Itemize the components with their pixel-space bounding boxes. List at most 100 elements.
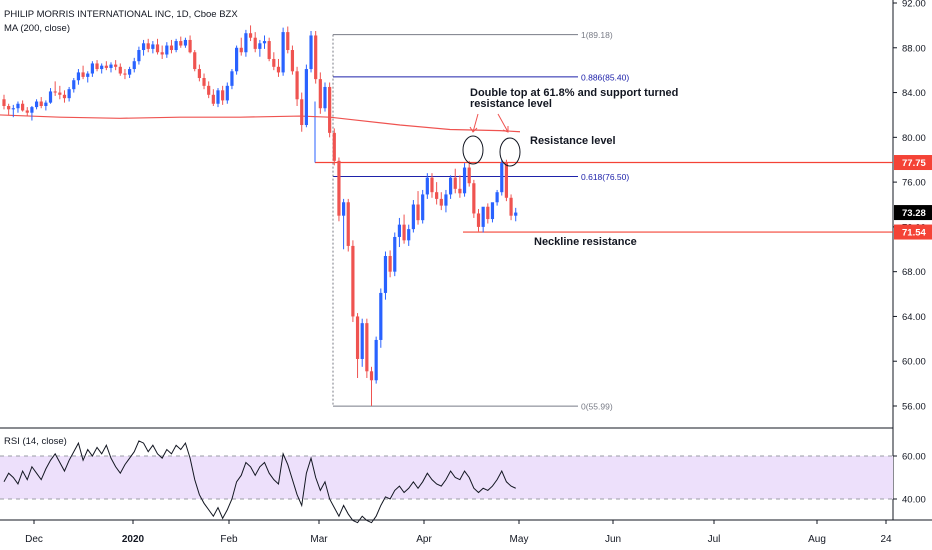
candle-body	[211, 94, 215, 104]
rsi-line	[3, 440, 516, 524]
ma-legend[interactable]: MA (200, close)	[4, 23, 70, 34]
candle-body	[132, 61, 136, 70]
candle-body	[58, 92, 62, 95]
candle-body	[100, 65, 104, 70]
candle-body	[146, 43, 150, 49]
time-tick-label: Apr	[416, 534, 432, 545]
candle-body	[365, 323, 369, 372]
candle-body	[421, 194, 425, 221]
time-tick-label: Feb	[220, 534, 238, 545]
symbol-legend[interactable]: PHILIP MORRIS INTERNATIONAL INC, 1D, Cbo…	[4, 9, 238, 20]
candle-body	[509, 197, 513, 216]
candle-body	[202, 78, 206, 86]
candle-body	[7, 105, 11, 110]
candle-body	[486, 206, 490, 220]
price-badge-label: 71.54	[902, 228, 926, 239]
time-axis[interactable]: Dec 2020 Feb Mar Apr May Jun Jul Aug 24	[25, 520, 892, 545]
candle-body	[114, 64, 118, 67]
candle-body	[179, 41, 183, 46]
price-tick-label: 60.00	[902, 357, 926, 368]
candle-body	[341, 202, 346, 216]
double-top-circle-2	[499, 137, 521, 167]
time-tick-label: Jul	[708, 534, 721, 545]
price-tick-label: 92.00	[902, 0, 926, 10]
candle-body	[407, 229, 411, 241]
candle-body	[337, 160, 341, 216]
candle-body	[514, 212, 518, 216]
candle-body	[95, 63, 99, 70]
time-tick-label: 2020	[122, 534, 145, 545]
price-tick-label: 68.00	[902, 267, 926, 278]
candle-body	[2, 99, 6, 106]
time-tick-label: 24	[880, 534, 892, 545]
candle-body	[48, 91, 53, 103]
rsi-tick-label: 60.00	[902, 452, 926, 463]
candle-body	[258, 43, 262, 49]
candle-body	[300, 99, 304, 126]
candle-body	[188, 39, 192, 53]
candle-body	[309, 35, 313, 70]
fib-level-label: 0.886(85.40)	[581, 72, 629, 82]
fib-level-label: 0(55.99)	[581, 402, 613, 412]
time-tick-label: Mar	[310, 534, 328, 545]
time-tick-label: Aug	[808, 534, 826, 545]
candle-body	[221, 90, 225, 101]
candle-body	[458, 188, 462, 194]
candle-body	[411, 204, 415, 230]
annotation-arrow-1	[469, 113, 479, 133]
candle-body	[225, 85, 229, 101]
price-tick-label: 80.00	[902, 133, 926, 144]
candle-body	[30, 107, 34, 113]
candle-body	[383, 255, 388, 293]
rsi-legend[interactable]: RSI (14, close)	[4, 436, 67, 447]
price-badge-label: 73.28	[902, 208, 926, 219]
price-badge-label: 77.75	[902, 158, 926, 169]
candle-body	[86, 73, 90, 77]
candle-body	[118, 66, 122, 74]
candle-body	[272, 58, 276, 67]
candle-body	[248, 33, 253, 38]
candle-body	[314, 35, 318, 80]
candle-body	[21, 103, 25, 111]
price-axis[interactable]: 92.0088.0084.0080.0076.0072.0068.0064.00…	[893, 0, 932, 506]
candle-body	[346, 202, 350, 246]
candle-body	[323, 86, 327, 109]
candle-body	[239, 47, 243, 53]
annotation-double-top-1: Double top at 61.8% and support turned	[470, 87, 678, 99]
fib-level-label: 0.618(76.50)	[581, 172, 629, 182]
candle-body	[44, 102, 48, 106]
candle-body	[393, 236, 397, 272]
candle-body	[490, 202, 495, 220]
candle-body	[230, 71, 234, 86]
double-top-circle-1	[462, 135, 484, 165]
candle-body	[123, 73, 127, 75]
candle-body	[141, 43, 146, 51]
candle-body	[281, 32, 285, 73]
candle-body	[25, 110, 29, 113]
annotation-neckline: Neckline resistance	[534, 236, 637, 248]
candle-body	[304, 69, 308, 126]
candle-body	[262, 41, 267, 44]
annotation-double-top-2: resistance level	[470, 98, 552, 110]
candle-body	[379, 292, 383, 340]
annotation-resistance: Resistance level	[530, 135, 616, 147]
candle-body	[500, 163, 504, 193]
candle-body	[472, 183, 476, 214]
candle-body	[374, 339, 378, 381]
candle-body	[128, 69, 132, 75]
price-tick-label: 64.00	[902, 312, 926, 323]
candle-body	[267, 41, 271, 59]
price-tick-label: 84.00	[902, 88, 926, 99]
candle-body	[318, 79, 322, 109]
candle-body	[109, 64, 113, 68]
candle-body	[355, 316, 360, 359]
candle-body	[448, 177, 453, 195]
grid-layer	[0, 0, 932, 521]
candle-body	[72, 80, 76, 90]
candle-body	[16, 103, 20, 109]
rsi-overbought-oversold-band	[0, 456, 893, 499]
candle-body	[444, 194, 448, 206]
candle-body	[53, 91, 57, 93]
rsi-tick-label: 40.00	[902, 495, 926, 506]
